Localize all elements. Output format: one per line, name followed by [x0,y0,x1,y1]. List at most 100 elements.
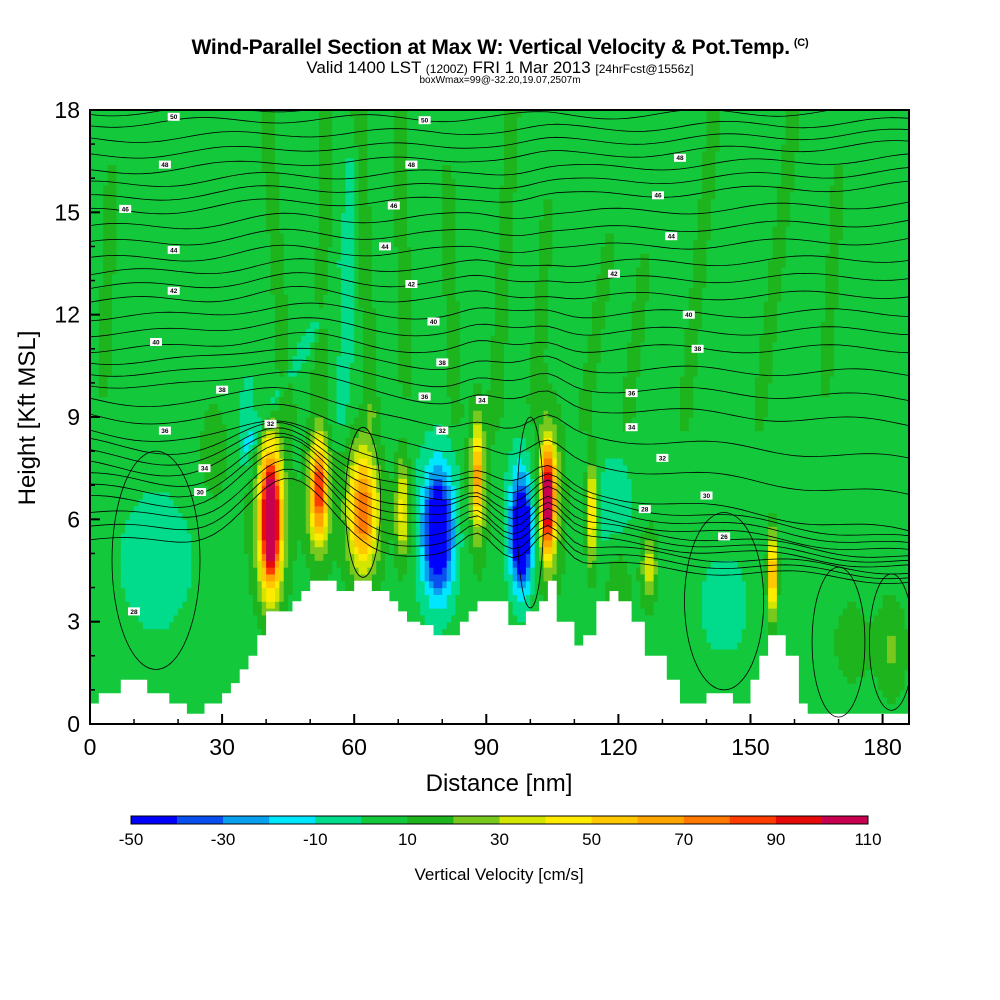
velocity-cell [112,164,118,172]
velocity-cell [182,362,188,370]
velocity-cell [261,580,267,589]
velocity-cell [178,205,184,213]
velocity-cell [222,546,228,555]
velocity-cell [244,266,250,275]
velocity-cell [296,532,302,541]
velocity-cell [296,369,302,377]
velocity-cell [173,403,179,411]
velocity-cell [169,280,175,288]
velocity-cell [226,301,232,309]
velocity-cell [217,219,223,227]
velocity-cell [112,321,118,329]
velocity-cell [191,573,197,582]
velocity-cell [332,546,338,555]
velocity-cell [226,587,232,595]
velocity-cell [164,628,170,636]
velocity-cell [116,144,122,152]
velocity-cell [191,164,197,172]
velocity-cell [244,519,250,527]
velocity-cell [125,539,131,548]
velocity-cell [261,614,267,623]
velocity-cell [288,512,294,520]
velocity-cell [244,382,250,391]
chart-subtitle: Valid 1400 LST (1200Z) FRI 1 Mar 2013 [2… [0,58,1000,78]
velocity-cell [318,362,324,370]
velocity-cell [112,219,118,227]
velocity-cell [182,144,188,152]
velocity-cell [178,423,184,432]
velocity-cell [318,410,324,418]
velocity-cell [151,219,157,227]
velocity-cell [208,123,214,132]
velocity-cell [191,594,197,602]
velocity-cell [178,512,184,520]
velocity-cell [222,369,228,377]
velocity-cell [103,662,109,671]
velocity-cell [195,225,201,234]
velocity-cell [261,198,267,207]
velocity-cell [90,430,95,439]
velocity-cell [156,273,162,282]
velocity-cell [208,266,214,275]
velocity-cell [208,355,214,364]
velocity-cell [244,280,250,288]
velocity-cell [283,485,289,493]
velocity-cell [310,294,316,302]
velocity-cell [147,205,153,213]
velocity-cell [279,369,285,377]
velocity-cell [292,178,298,186]
velocity-cell [191,157,197,166]
velocity-cell [274,498,280,507]
velocity-cell [195,594,201,602]
velocity-cell [292,116,298,125]
velocity-cell [186,696,192,705]
velocity-cell [147,669,153,677]
velocity-cell [116,369,122,377]
velocity-cell [230,573,236,582]
velocity-cell [270,280,276,288]
velocity-cell [129,164,135,172]
velocity-cell [310,417,316,425]
velocity-cell [178,662,184,671]
velocity-cell [200,225,206,234]
velocity-cell [222,642,228,650]
velocity-cell [244,348,250,357]
velocity-cell [151,567,157,575]
velocity-cell [120,307,126,316]
velocity-cell [129,437,135,445]
velocity-cell [239,601,245,609]
velocity-cell [94,185,100,193]
velocity-cell [191,171,197,179]
velocity-cell [107,287,113,295]
velocity-cell [288,451,294,459]
velocity-cell [156,191,162,200]
velocity-cell [292,396,298,404]
velocity-cell [310,573,316,582]
velocity-cell [129,246,135,254]
velocity-cell [270,526,276,534]
velocity-cell [217,683,223,691]
velocity-cell [204,676,210,684]
velocity-cell [204,539,210,548]
velocity-cell [169,614,175,623]
velocity-cell [195,205,201,213]
velocity-cell [156,417,162,425]
velocity-cell [138,608,144,616]
velocity-cell [244,567,250,575]
velocity-cell [222,683,228,691]
velocity-cell [261,205,267,213]
velocity-cell [222,471,228,479]
velocity-cell [169,205,175,213]
velocity-cell [116,532,122,541]
velocity-cell [156,553,162,561]
velocity-cell [103,485,109,493]
velocity-cell [94,287,100,295]
velocity-cell [160,498,166,507]
velocity-cell [142,301,148,309]
velocity-cell [156,580,162,589]
velocity-cell [147,498,153,507]
velocity-cell [301,546,307,555]
velocity-cell [318,382,324,391]
velocity-cell [151,451,157,459]
velocity-cell [288,567,294,575]
